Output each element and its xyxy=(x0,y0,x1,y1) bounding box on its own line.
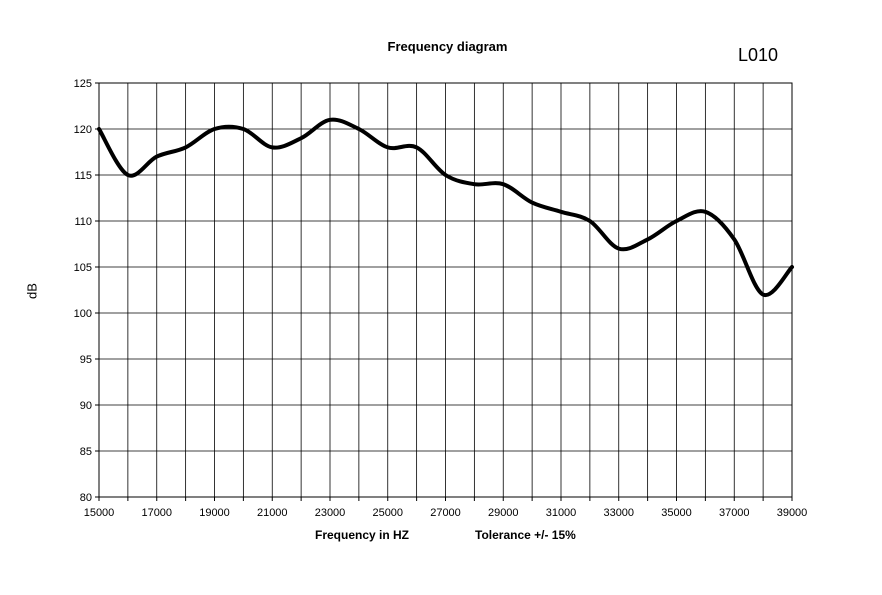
grid xyxy=(95,82,793,501)
chart-title: Frequency diagram xyxy=(387,39,508,54)
x-tick-label: 27000 xyxy=(430,507,461,519)
tolerance-note: Tolerance +/- 15% xyxy=(475,528,576,542)
x-tick-label: 37000 xyxy=(719,507,750,519)
x-tick-label: 29000 xyxy=(488,507,519,519)
x-tick-label: 31000 xyxy=(546,507,577,519)
model-label: L010 xyxy=(738,45,779,65)
x-tick-label: 21000 xyxy=(257,507,288,519)
series xyxy=(97,117,794,297)
x-tick-label: 19000 xyxy=(199,507,230,519)
series-line xyxy=(97,117,794,297)
x-tick-label: 39000 xyxy=(777,507,808,519)
x-tick-label: 25000 xyxy=(372,507,403,519)
y-tick-label: 85 xyxy=(80,446,92,458)
y-tick-label: 110 xyxy=(74,216,92,228)
x-tick-label: 15000 xyxy=(84,507,115,519)
tick-labels: 80 85 90 95 100 105 110 115 120 125 15000 17000 1900… xyxy=(74,78,808,519)
y-tick-label: 100 xyxy=(74,308,92,320)
y-tick-label: 125 xyxy=(74,78,92,90)
y-tick-label: 120 xyxy=(74,124,92,136)
x-tick-label: 17000 xyxy=(141,507,172,519)
y-tick-label: 80 xyxy=(80,492,92,504)
y-tick-label: 115 xyxy=(74,170,92,182)
x-tick-label: 23000 xyxy=(315,507,346,519)
y-tick-label: 105 xyxy=(74,262,92,274)
y-tick-label: 90 xyxy=(80,400,92,412)
x-axis-label: Frequency in HZ xyxy=(315,528,410,542)
y-tick-label: 95 xyxy=(80,354,92,366)
x-tick-label: 35000 xyxy=(661,507,692,519)
x-tick-label: 33000 xyxy=(603,507,634,519)
